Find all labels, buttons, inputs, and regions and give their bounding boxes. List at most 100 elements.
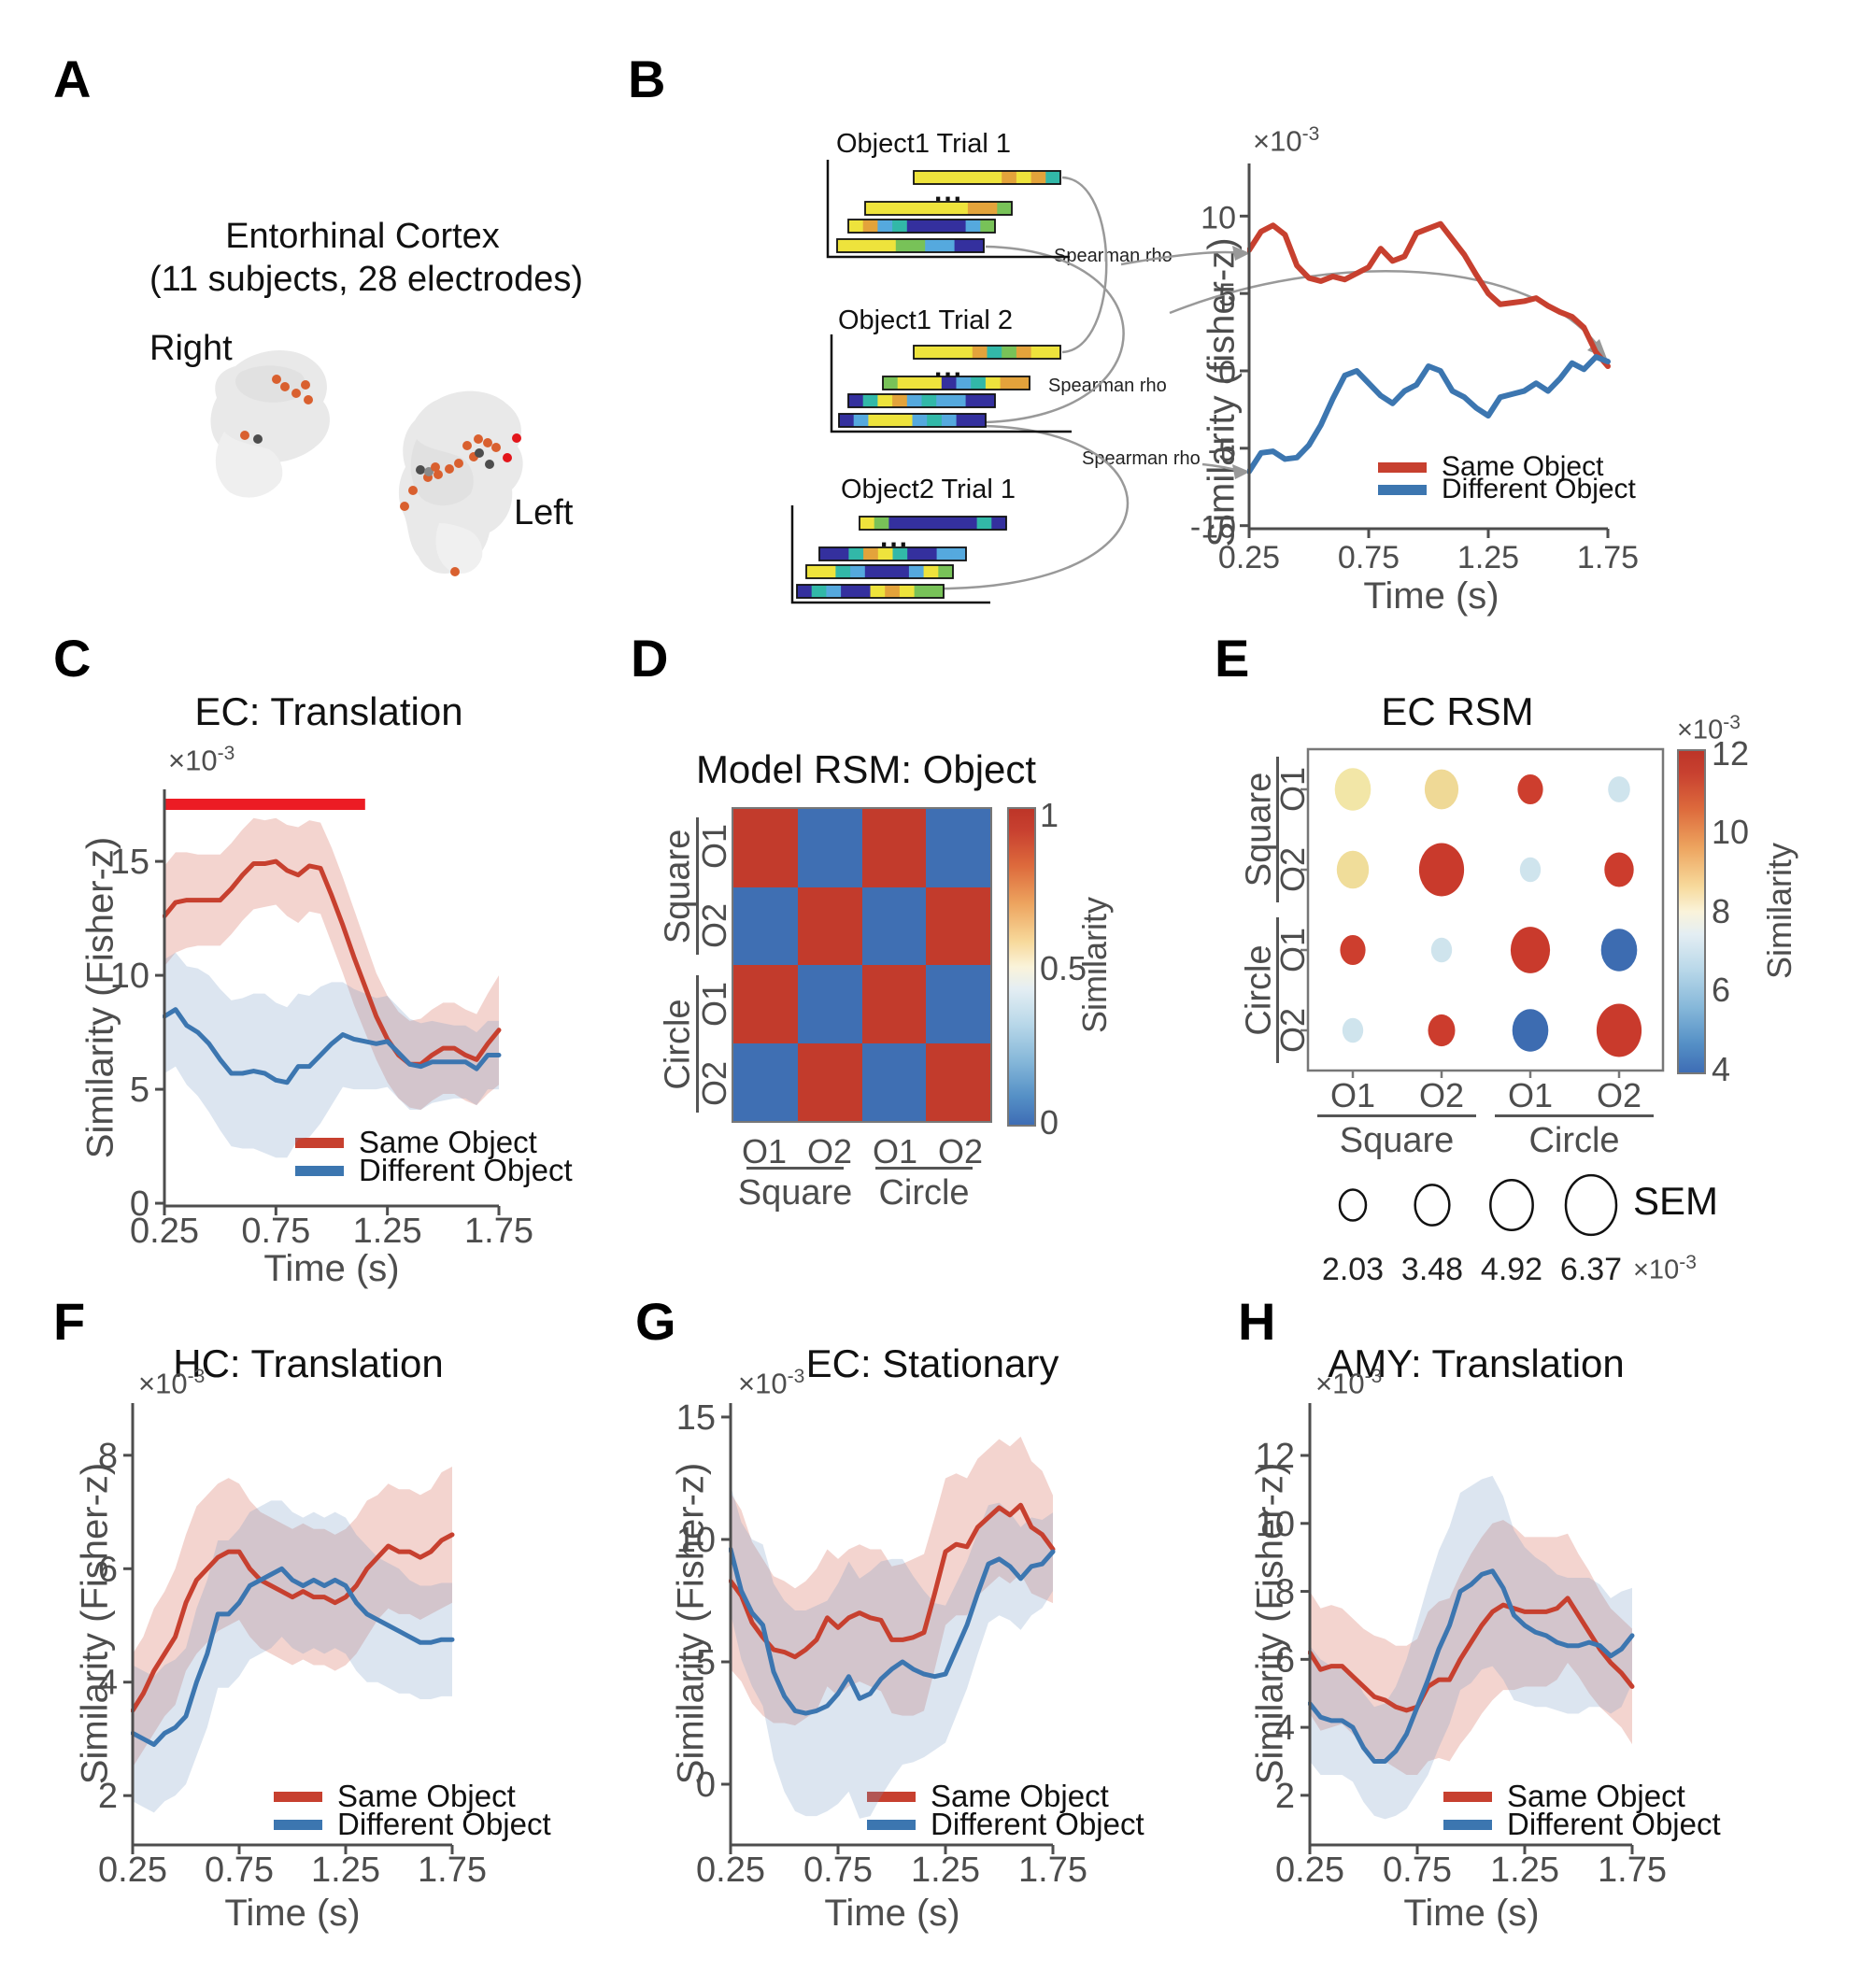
panel-f-legend: Same Object Different Object bbox=[274, 1779, 551, 1841]
bar-segment bbox=[958, 346, 974, 359]
panel-e-title: EC RSM bbox=[1381, 689, 1534, 733]
panel-d-colorbar bbox=[1007, 807, 1036, 1127]
col-group-circle-line bbox=[875, 1167, 973, 1170]
trial-1-title: Object1 Trial 1 bbox=[836, 129, 1011, 159]
x-tick-label: 1.75 bbox=[464, 1212, 533, 1251]
panel-g-exponent: ×10-3 bbox=[738, 1366, 805, 1400]
y-tick-label: 10 bbox=[110, 957, 149, 996]
bar-segment bbox=[943, 171, 959, 184]
electrode-dot bbox=[512, 433, 521, 443]
bar-segment bbox=[835, 565, 851, 578]
legend-different-row: Different Object bbox=[274, 1807, 551, 1841]
electrode-dots bbox=[240, 375, 521, 576]
bar-segment bbox=[971, 376, 987, 390]
bar-segment bbox=[892, 547, 908, 560]
bar-segment bbox=[897, 414, 913, 427]
bar-segment bbox=[1002, 171, 1017, 184]
G-band-red bbox=[731, 1436, 1053, 1726]
bar-segment bbox=[820, 565, 836, 578]
y-tick-label: 10 bbox=[1256, 1505, 1295, 1544]
bar-segment bbox=[881, 239, 897, 252]
panel-e-colorbar-exponent: ×10-3 bbox=[1677, 712, 1741, 745]
bar-segment bbox=[910, 239, 926, 252]
rsm-cell-r3c0 bbox=[733, 1043, 798, 1121]
col-group-circle-label: Circle bbox=[1528, 1121, 1620, 1160]
F-line-blue bbox=[131, 1566, 455, 1748]
electrode-dot bbox=[462, 441, 472, 450]
colorbar-tick-label: 10 bbox=[1712, 813, 1750, 851]
x-tick-label: 0.25 bbox=[1275, 1851, 1344, 1890]
y-tick-label: 5 bbox=[1218, 277, 1236, 313]
bar-segment bbox=[892, 394, 908, 407]
panel-e-letter: E bbox=[1215, 629, 1250, 688]
panel-f-title: HC: Translation bbox=[173, 1341, 444, 1385]
different-object-label: Different Object bbox=[359, 1153, 573, 1187]
bar-segment bbox=[914, 585, 930, 598]
connector-bracket-3 bbox=[921, 424, 1130, 590]
rsm-bubble-r1c1 bbox=[1418, 843, 1465, 897]
different-object-swatch bbox=[295, 1165, 344, 1176]
connector-to-red bbox=[1120, 250, 1244, 266]
panel-g-legend: Same Object Different Object bbox=[867, 1779, 1144, 1841]
bar-segment bbox=[839, 414, 855, 427]
panel-d-title: Model RSM: Object bbox=[695, 747, 1037, 791]
electrode-dot bbox=[454, 459, 463, 468]
electrode-dot bbox=[474, 434, 483, 444]
electrode-dot bbox=[450, 567, 460, 576]
sem-legend-value: 2.03 bbox=[1321, 1252, 1385, 1287]
same-object-swatch bbox=[1378, 461, 1427, 473]
y-tick-label: 8 bbox=[1275, 1573, 1295, 1612]
bar-segment bbox=[868, 414, 884, 427]
bar-segment bbox=[1016, 171, 1032, 184]
bar-segment bbox=[961, 517, 978, 530]
rsm-bubble-r0c1 bbox=[1424, 769, 1459, 810]
bar-segment bbox=[932, 517, 948, 530]
trial-bar bbox=[796, 584, 945, 599]
trial-3-title: Object2 Trial 1 bbox=[841, 475, 1016, 504]
legend-different-row: Different Object bbox=[867, 1807, 1144, 1841]
bar-segment bbox=[1002, 346, 1017, 359]
same-object-label: Same Object bbox=[1442, 451, 1604, 482]
bar-segment bbox=[965, 220, 981, 233]
col-group-circle-label: Circle bbox=[878, 1173, 970, 1213]
panel-e-colorbar bbox=[1677, 749, 1706, 1074]
y-tick-label: 15 bbox=[676, 1398, 716, 1438]
bar-segment bbox=[909, 202, 925, 215]
panel-f-xlabel: Time (s) bbox=[224, 1893, 361, 1934]
bar-segment bbox=[860, 517, 875, 530]
panel-G-plot: 0.25 0.75 1.25 1.75 0 5 10 15 bbox=[676, 1398, 1087, 1890]
bar-segment bbox=[837, 239, 853, 252]
G-band-blue bbox=[731, 1485, 1053, 1819]
panel-a-title-line1: Entorhinal Cortex bbox=[225, 217, 500, 256]
x-tick-label: 0.25 bbox=[130, 1212, 199, 1251]
bar-segment bbox=[965, 394, 981, 407]
legend-different-row: Different Object bbox=[295, 1153, 573, 1187]
bar-segment bbox=[883, 376, 899, 390]
rsm-cell-r0c3 bbox=[926, 809, 990, 887]
electrode-dot bbox=[491, 443, 501, 452]
bar-segment bbox=[885, 585, 901, 598]
panel-H-plot: 0.25 0.75 1.25 1.75 2 4 6 8 10 12 bbox=[1256, 1403, 1667, 1890]
rsm-bubble-r2c1 bbox=[1430, 937, 1453, 963]
bar-segment bbox=[921, 220, 937, 233]
colorbar-tick-label: 1 bbox=[1040, 796, 1059, 834]
rsm-cell-r1c1 bbox=[797, 887, 862, 965]
y-tick-label: 10 bbox=[676, 1521, 716, 1560]
trial-axes bbox=[830, 334, 1072, 433]
y-tick-label: 4 bbox=[1275, 1709, 1295, 1748]
bar-segment bbox=[862, 394, 878, 407]
y-tick-label: 5 bbox=[130, 1071, 149, 1110]
arrowhead-blue bbox=[1232, 464, 1250, 479]
bar-segment bbox=[917, 517, 933, 530]
F-line-red bbox=[131, 1532, 455, 1713]
same-object-swatch bbox=[867, 1791, 916, 1802]
panel-g-xlabel: Time (s) bbox=[824, 1893, 960, 1934]
legend-different-row: Different Object bbox=[1443, 1807, 1721, 1841]
bar-segment bbox=[1030, 171, 1046, 184]
electrode-dot bbox=[304, 395, 313, 404]
panel-c-xlabel: Time (s) bbox=[263, 1248, 400, 1289]
trial-bar bbox=[913, 345, 1061, 360]
y-tick-label: 10 bbox=[1201, 200, 1236, 235]
G-line-red bbox=[729, 1502, 1056, 1660]
